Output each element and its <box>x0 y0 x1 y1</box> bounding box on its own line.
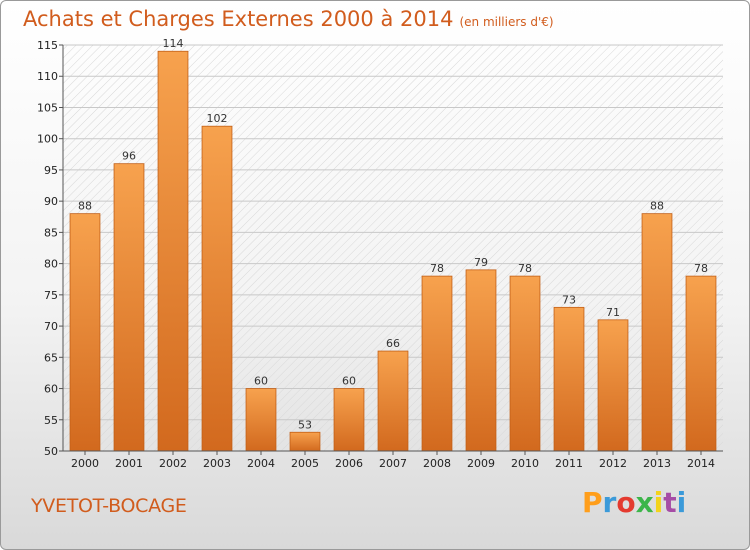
x-tick-label: 2000 <box>71 457 99 470</box>
y-tick-label: 75 <box>44 289 58 302</box>
bar-value-label: 79 <box>474 256 488 269</box>
y-tick-label: 60 <box>44 383 58 396</box>
chart-unit: (en milliers d'€) <box>459 15 554 29</box>
bar-2002 <box>157 50 189 452</box>
logo-letter: t <box>663 486 677 519</box>
bar-value-label: 102 <box>207 112 228 125</box>
x-tick-label: 2011 <box>555 457 583 470</box>
bar-2011 <box>553 306 585 452</box>
y-tick-label: 70 <box>44 320 58 333</box>
x-tick-label: 2006 <box>335 457 363 470</box>
x-tick-label: 2012 <box>599 457 627 470</box>
bar-value-label: 114 <box>163 37 184 50</box>
x-tick-label: 2002 <box>159 457 187 470</box>
bar-value-label: 96 <box>122 150 136 163</box>
x-tick-label: 2014 <box>687 457 715 470</box>
place-name: YVETOT-BOCAGE <box>31 495 187 517</box>
bar-2014 <box>685 275 717 452</box>
y-tick-label: 110 <box>37 70 58 83</box>
y-tick-label: 90 <box>44 195 58 208</box>
logo-letter: r <box>602 486 617 519</box>
bar-2004 <box>245 388 277 452</box>
x-tick-label: 2013 <box>643 457 671 470</box>
bar-value-label: 78 <box>518 262 532 275</box>
y-tick-label: 100 <box>37 133 58 146</box>
x-tick-label: 2005 <box>291 457 319 470</box>
bar-value-label: 60 <box>342 375 356 388</box>
x-tick-label: 2008 <box>423 457 451 470</box>
proxiti-logo: Proxiti <box>582 486 686 519</box>
bar-2012 <box>597 319 629 452</box>
bar-2007 <box>377 350 409 452</box>
y-tick-label: 85 <box>44 226 58 239</box>
logo-letter: o <box>616 486 636 519</box>
x-tick-label: 2009 <box>467 457 495 470</box>
chart-title-text: Achats et Charges Externes 2000 à 2014 <box>23 7 454 31</box>
bar-2010 <box>509 275 541 452</box>
bar-2006 <box>333 388 365 452</box>
bar-value-label: 60 <box>254 375 268 388</box>
bar-value-label: 88 <box>78 200 92 213</box>
x-tick-label: 2003 <box>203 457 231 470</box>
bar-2008 <box>421 275 453 452</box>
bar-value-label: 71 <box>606 306 620 319</box>
y-tick-label: 55 <box>44 414 58 427</box>
x-tick-label: 2001 <box>115 457 143 470</box>
bar-2000 <box>69 213 101 452</box>
logo-letter: x <box>635 486 654 519</box>
bar-2003 <box>201 125 233 452</box>
bar-2005 <box>289 431 321 452</box>
x-tick-label: 2004 <box>247 457 275 470</box>
logo-letter: i <box>653 486 664 519</box>
logo-letter: P <box>582 486 603 519</box>
y-tick-label: 115 <box>37 39 58 52</box>
bar-value-label: 66 <box>386 337 400 350</box>
bar-2001 <box>113 163 145 452</box>
y-tick-label: 65 <box>44 351 58 364</box>
y-tick-label: 105 <box>37 101 58 114</box>
y-tick-label: 95 <box>44 164 58 177</box>
y-tick-label: 50 <box>44 445 58 458</box>
x-tick-label: 2007 <box>379 457 407 470</box>
bar-value-label: 73 <box>562 293 576 306</box>
logo-letter: i <box>676 486 687 519</box>
bar-value-label: 78 <box>694 262 708 275</box>
bar-2009 <box>465 269 497 452</box>
bar-value-label: 53 <box>298 418 312 431</box>
x-tick-label: 2010 <box>511 457 539 470</box>
bar-2013 <box>641 213 673 452</box>
y-tick-label: 80 <box>44 258 58 271</box>
bar-value-label: 78 <box>430 262 444 275</box>
bar-value-label: 88 <box>650 200 664 213</box>
chart-title: Achats et Charges Externes 2000 à 2014 (e… <box>23 7 554 31</box>
